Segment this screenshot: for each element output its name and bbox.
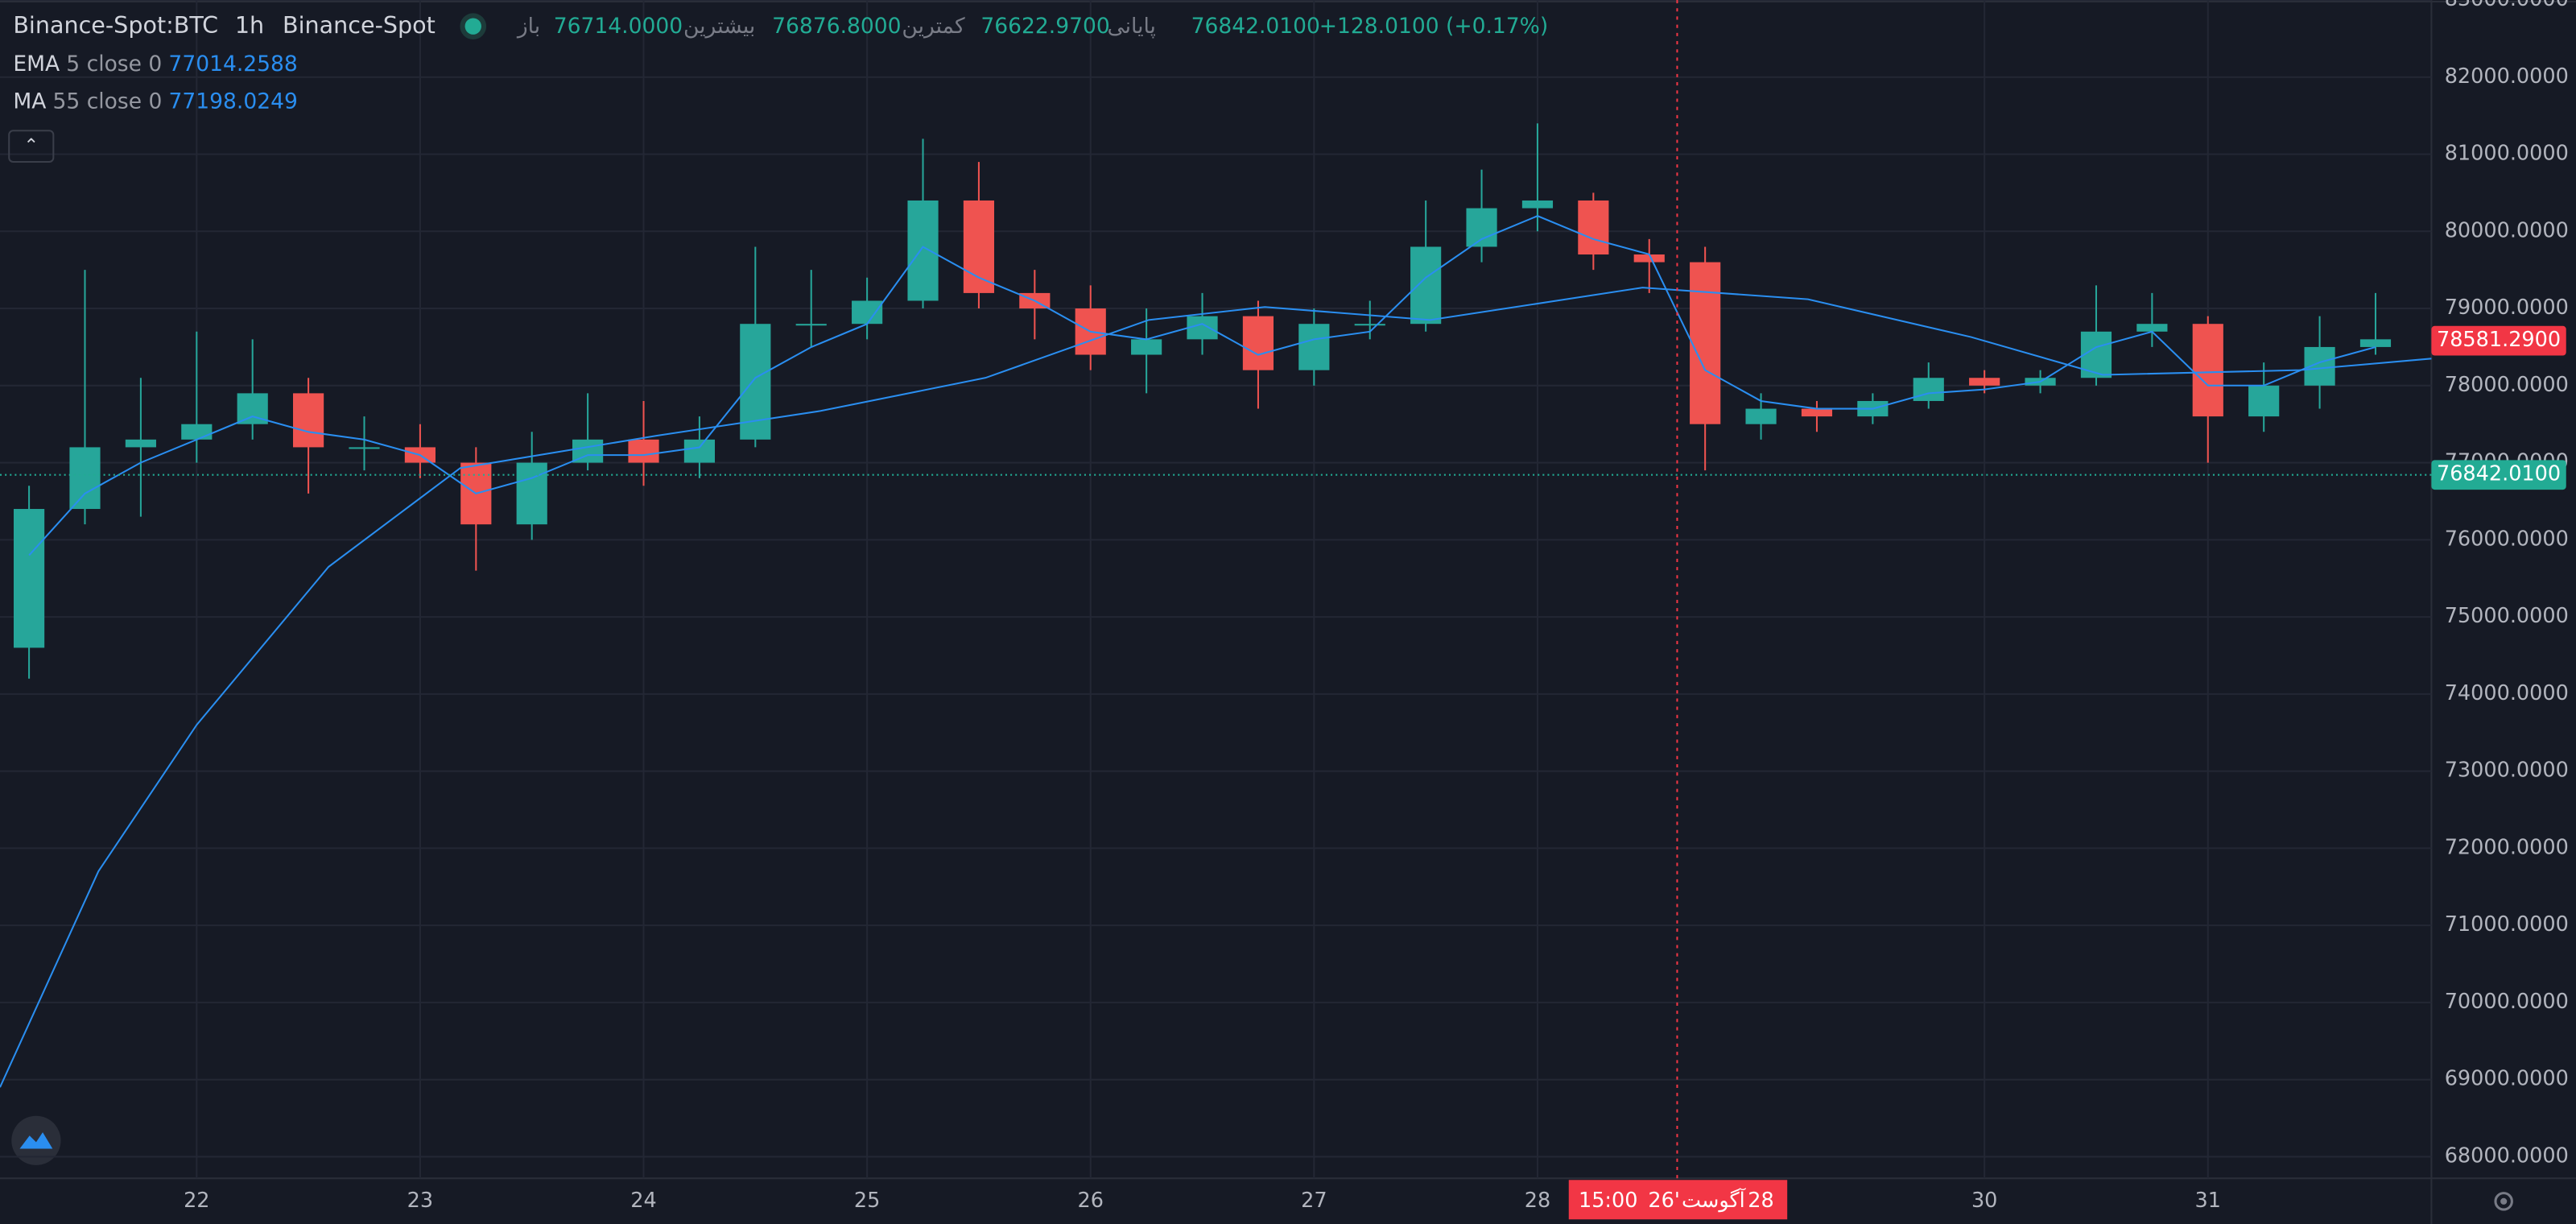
y-tick-label: 71000.0000 (2445, 912, 2569, 937)
y-tick-label: 68000.0000 (2445, 1143, 2569, 1168)
x-tick-label: 28 (1525, 1189, 1550, 1213)
candle-body (2248, 385, 2280, 417)
price-label-text: 76842.0100 (2437, 462, 2561, 486)
y-tick-label: 72000.0000 (2445, 835, 2569, 859)
candle-body (1410, 246, 1442, 325)
candle-body (963, 200, 995, 293)
y-tick-label: 70000.0000 (2445, 990, 2569, 1014)
candle-body (1242, 316, 1274, 370)
candle-body (1913, 378, 1944, 401)
candle-body (2359, 339, 2392, 347)
collapse-button[interactable]: ⌃ (8, 130, 55, 163)
y-tick-label: 80000.0000 (2445, 218, 2569, 242)
indicator-line (0, 287, 2432, 1088)
last-price-label-box (2431, 325, 2566, 356)
symbol[interactable]: Binance-Spot:BTC (13, 13, 219, 39)
y-tick-label: 82000.0000 (2445, 64, 2569, 89)
candle-body (1801, 408, 1833, 417)
x-tick-label: 31 (2195, 1189, 2221, 1213)
x-tick-label: 26 (1078, 1189, 1104, 1213)
candle-body (1354, 324, 1385, 326)
x-tick-label: 22 (184, 1189, 209, 1213)
x-tick-label: 30 (1971, 1189, 1997, 1213)
interval[interactable]: 1h (234, 13, 265, 39)
candle-body (1466, 208, 1497, 247)
crosshair-time-label: 28 (1748, 1189, 1773, 1213)
ohlc-label: باز (517, 14, 541, 39)
indicator-name: EMA (13, 52, 60, 77)
ohlc-label: بیشترین (683, 14, 756, 39)
candle-body (293, 393, 324, 448)
legend-row: EMA 5 close 0 77014.2588 (13, 52, 304, 77)
y-tick-label: 69000.0000 (2445, 1067, 2569, 1091)
candle-body (1969, 378, 2000, 386)
price-label-box (2431, 460, 2566, 490)
candle-body (1521, 200, 1554, 209)
crosshair-time-label: 15:00 (1579, 1189, 1638, 1213)
candle-body (1690, 262, 1721, 424)
status-dot (464, 18, 481, 35)
ohlc-value: 76622.9700 (980, 14, 1110, 39)
legend-row: MA 55 close 0 77198.0249 (13, 90, 304, 115)
indicator-line (28, 215, 2376, 556)
crosshair-time-box (1568, 1180, 1788, 1220)
logo[interactable] (11, 1115, 61, 1165)
ohlc-label: پایانی (1107, 14, 1156, 39)
candle-body (1633, 254, 1665, 263)
candle-body (181, 424, 213, 440)
indicator-params: 55 close 0 (52, 90, 163, 115)
candle-body (516, 462, 547, 525)
x-tick-label: 27 (1301, 1189, 1327, 1213)
indicator-value: 77014.2588 (168, 52, 298, 77)
change: +128.0100 (+0.17%) (1319, 14, 1549, 39)
y-tick-label: 73000.0000 (2445, 759, 2569, 783)
candle-body (69, 447, 101, 510)
candle-body (1578, 200, 1609, 255)
candle-body (2192, 324, 2223, 417)
candle-body (795, 324, 827, 326)
y-tick-label: 83000.0000 (2445, 0, 2569, 11)
y-tick-label: 75000.0000 (2445, 604, 2569, 628)
candle-body (852, 300, 883, 325)
crosshair-time-label: آگوست (1682, 1188, 1747, 1213)
y-tick-label: 78000.0000 (2445, 373, 2569, 397)
y-tick-label: 74000.0000 (2445, 681, 2569, 705)
indicator-name: MA (13, 90, 47, 115)
y-tick-label: 76000.0000 (2445, 527, 2569, 551)
candle-body (1131, 339, 1162, 355)
ohlc-label: کمترین (902, 14, 965, 39)
x-tick-label: 23 (407, 1189, 433, 1213)
candle-body (14, 509, 45, 648)
candle-body (2136, 324, 2168, 332)
y-tick-label: 81000.0000 (2445, 142, 2569, 166)
candle-body (1745, 408, 1777, 424)
ohlc-value: 76714.0000 (553, 14, 683, 39)
indicator-params: 5 close 0 (66, 52, 163, 77)
candle-body (628, 439, 659, 463)
ohlc-value: 76876.8000 (772, 14, 902, 39)
settings-button[interactable] (2494, 1192, 2513, 1211)
candle-body (1298, 324, 1330, 370)
candle-body (1187, 316, 1218, 340)
candle-body (125, 439, 156, 448)
last-price-label-text: 78581.2900 (2437, 328, 2561, 352)
exchange: Binance-Spot (283, 13, 436, 39)
x-tick-label: 24 (630, 1189, 656, 1213)
indicator-value: 77198.0249 (168, 90, 298, 115)
candle-body (683, 439, 716, 463)
x-tick-label: 25 (854, 1189, 880, 1213)
ohlc-value: 76842.0100 (1191, 14, 1320, 39)
candle-body (907, 200, 939, 301)
crosshair-time-label: 26' (1648, 1189, 1679, 1213)
y-tick-label: 79000.0000 (2445, 296, 2569, 320)
candle-body (349, 447, 380, 449)
